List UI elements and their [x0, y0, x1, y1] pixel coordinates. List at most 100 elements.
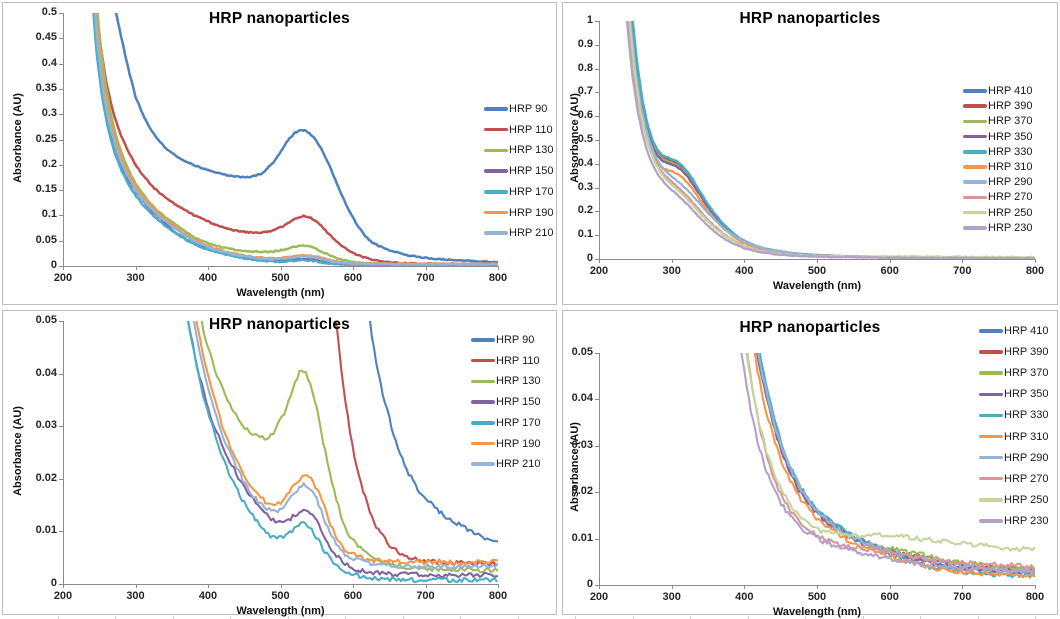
y-tick-label: 0.25: [35, 132, 57, 145]
legend-swatch: [979, 371, 1003, 375]
legend-label: HRP 190: [509, 206, 554, 219]
legend-item: HRP 330: [963, 144, 1032, 160]
series-line-hrp-230: [625, 21, 1035, 259]
legend-swatch: [979, 392, 1003, 397]
legend-label: HRP 110: [509, 123, 553, 136]
x-tick-label: 800: [1025, 265, 1045, 277]
legend-item: HRP 270: [979, 471, 1048, 487]
y-tick-label: 0: [586, 252, 593, 264]
legend-item: HRP 90: [484, 101, 547, 117]
legend-swatch: [979, 519, 1003, 523]
spreadsheet-gridline: [863, 616, 864, 619]
x-axis-title: Wavelength (nm): [236, 605, 325, 617]
series-line-hrp-170: [92, 13, 498, 266]
legend-swatch: [471, 338, 495, 342]
x-tick-label: 400: [735, 265, 754, 277]
legend-item: HRP 110: [484, 122, 553, 138]
legend-label: HRP 170: [496, 416, 541, 429]
legend-item: HRP 270: [963, 189, 1032, 205]
legend-item: HRP 170: [471, 415, 540, 431]
legend-label: HRP 370: [1004, 367, 1049, 380]
chart-panel-top-right[interactable]: HRP nanoparticles Absorbance (AU) Wavele…: [562, 2, 1058, 305]
chart-title: HRP nanoparticles: [209, 316, 350, 333]
legend-label: HRP 110: [496, 354, 540, 367]
legend-swatch: [471, 462, 495, 466]
y-tick-label: 0.2: [577, 204, 593, 217]
chart-panel-bottom-left[interactable]: HRP nanoparticles Absorbance (AU) Wavele…: [2, 310, 557, 617]
legend-swatch: [963, 89, 987, 93]
legend-label: HRP 130: [496, 375, 541, 388]
chart-panel-bottom-right[interactable]: HRP nanoparticles Absorbance (AU) Wavele…: [562, 310, 1058, 618]
series-line-hrp-130: [200, 321, 498, 574]
x-tick-label: 600: [343, 590, 363, 602]
legend-item: HRP 210: [471, 456, 540, 472]
legend-item: HRP 150: [471, 394, 540, 410]
legend-item: HRP 290: [963, 174, 1032, 190]
legend-label: HRP 290: [988, 176, 1033, 189]
series-line-hrp-270: [746, 353, 1035, 570]
legend-swatch: [963, 180, 987, 184]
legend-swatch: [963, 195, 987, 200]
y-tick-label: 0.01: [35, 524, 57, 537]
spreadsheet-gridline: [805, 616, 806, 619]
legend-swatch: [979, 413, 1003, 418]
spreadsheet-gridline: [633, 616, 634, 619]
legend-item: HRP 210: [484, 225, 553, 241]
legend-item: HRP 410: [963, 83, 1032, 99]
legend-swatch: [471, 379, 495, 384]
legend-swatch: [963, 210, 987, 215]
legend-swatch: [979, 498, 1003, 502]
axes: [59, 321, 499, 588]
y-tick-label: 0.01: [571, 531, 593, 544]
legend-item: HRP 370: [979, 365, 1048, 381]
x-tick-label: 400: [198, 590, 218, 602]
legend-label: HRP 230: [1004, 514, 1049, 527]
legend-swatch: [979, 476, 1003, 481]
series-line-hrp-190: [195, 321, 498, 566]
x-tick-label: 600: [880, 591, 899, 603]
chart-panel-top-left[interactable]: HRP nanoparticles Absorbance (AU) Wavele…: [2, 2, 557, 305]
x-tick-label: 500: [807, 265, 827, 277]
x-tick-label: 800: [488, 272, 508, 284]
legend-label: HRP 150: [496, 396, 541, 409]
y-tick-label: 0.1: [577, 228, 593, 241]
legend-label: HRP 170: [509, 185, 554, 198]
legend-label: HRP 310: [988, 161, 1033, 173]
axes: [595, 353, 1036, 589]
x-tick-label: 500: [807, 591, 827, 603]
legend-label: HRP 390: [988, 100, 1033, 113]
x-tick-label: 600: [880, 265, 899, 277]
legend-swatch: [471, 358, 495, 363]
spreadsheet-gridline: [1035, 616, 1036, 619]
legend-label: HRP 410: [988, 85, 1033, 97]
y-tick-label: 0.4: [577, 156, 593, 169]
legend-swatch: [979, 329, 1003, 333]
legend-label: HRP 390: [1004, 346, 1049, 359]
legend-swatch: [979, 455, 1003, 460]
legend-label: HRP 330: [1004, 409, 1049, 422]
series-line-hrp-330: [758, 353, 1035, 579]
plot-area: [595, 353, 1036, 589]
x-tick-label: 300: [662, 591, 681, 603]
legend-item: HRP 90: [471, 332, 534, 348]
y-tick-label: 0.03: [35, 419, 57, 432]
legend-label: HRP 190: [496, 437, 541, 450]
legend-item: HRP 130: [484, 142, 553, 158]
spreadsheet-gridline: [288, 616, 289, 619]
legend-item: HRP 350: [963, 129, 1032, 145]
legend-swatch: [484, 231, 508, 235]
legend-item: HRP 110: [471, 353, 540, 369]
chart-title: HRP nanoparticles: [739, 10, 881, 27]
x-tick-label: 600: [343, 272, 363, 284]
legend-item: HRP 230: [963, 220, 1032, 236]
legend-swatch: [963, 104, 987, 108]
legend-swatch: [484, 190, 508, 194]
x-axis-title: Wavelength (nm): [772, 606, 862, 618]
legend-swatch: [471, 441, 495, 446]
legend-item: HRP 310: [979, 429, 1048, 445]
legend-label: HRP 130: [509, 144, 554, 157]
legend-swatch: [471, 400, 495, 404]
series-line-hrp-230: [740, 353, 1035, 574]
y-tick-label: 0.5: [41, 6, 57, 18]
